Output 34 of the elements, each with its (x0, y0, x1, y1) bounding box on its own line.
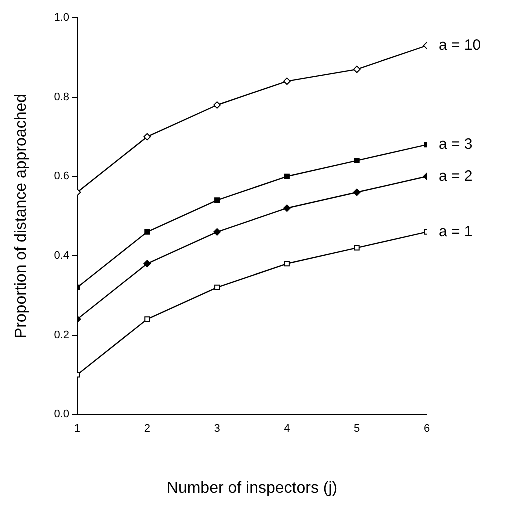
point (214, 102, 221, 109)
point (354, 158, 360, 164)
series-label: a = 10 (439, 36, 482, 54)
y-tick-label: 0.4 (54, 250, 70, 262)
x-tick-label: 5 (354, 423, 360, 436)
point (353, 66, 361, 74)
point (283, 204, 291, 212)
series-label: a = 1 (439, 223, 473, 240)
y-tick-label: 1.0 (54, 12, 70, 24)
y-tick-label: 0.2 (54, 329, 70, 342)
y-tick-label: 0.0 (54, 408, 70, 421)
point (354, 245, 360, 251)
point (284, 174, 290, 180)
x-axis-title: Number of inspectors (j) (166, 480, 338, 497)
y-axis-title: Proportion of distance approached (13, 94, 30, 339)
point (214, 228, 221, 236)
point (144, 133, 152, 141)
x-tick-label: 4 (284, 423, 290, 436)
x-tick-label: 6 (424, 423, 430, 436)
point (214, 284, 220, 290)
point (214, 198, 220, 204)
point (144, 229, 150, 235)
point (284, 261, 290, 267)
point (283, 78, 291, 86)
y-tick-label: 0.6 (54, 170, 70, 183)
x-tick-label: 2 (144, 423, 150, 436)
y-tick-label: 0.8 (54, 91, 70, 104)
point (144, 260, 152, 268)
series-label: a = 3 (439, 136, 473, 154)
point (144, 316, 150, 322)
point (353, 188, 361, 196)
series-label: a = 2 (439, 168, 473, 185)
x-tick-label: 1 (74, 423, 81, 436)
x-tick-label: 3 (214, 423, 220, 436)
